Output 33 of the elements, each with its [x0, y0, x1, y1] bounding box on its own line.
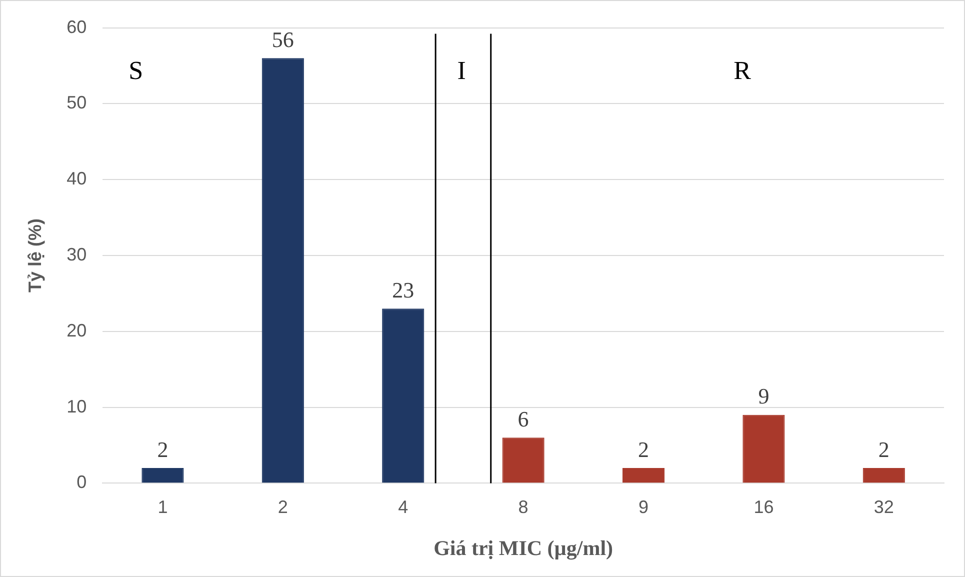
annotation: S	[128, 56, 144, 86]
y-tick-label: 0	[76, 472, 87, 492]
data-label: 9	[758, 384, 770, 409]
y-tick-label: 50	[66, 92, 87, 113]
bar	[742, 414, 785, 483]
data-label: 23	[392, 277, 414, 302]
bar	[382, 308, 424, 483]
annotation: I	[457, 56, 466, 86]
y-axis-title: Tỷ lệ (%)	[24, 218, 45, 293]
annotation: R	[734, 56, 751, 86]
data-label: 2	[157, 436, 168, 462]
x-tick-label: 9	[638, 496, 649, 517]
data-label: 2	[878, 436, 890, 462]
y-tick-label: 10	[66, 396, 87, 416]
x-tick-label: 1	[158, 496, 168, 517]
bar	[262, 58, 304, 483]
bar	[862, 468, 905, 483]
data-label: 2	[638, 436, 650, 462]
data-label: 6	[518, 406, 529, 432]
x-tick-label: 32	[874, 496, 894, 517]
bar	[142, 468, 184, 483]
bar	[502, 438, 544, 483]
y-tick-label: 30	[66, 244, 87, 264]
bar	[622, 468, 665, 483]
x-axis-title: Giá trị MIC (µg/ml)	[434, 536, 614, 560]
x-tick-label: 16	[754, 496, 774, 517]
x-tick-label: 8	[518, 496, 528, 517]
y-tick-label: 40	[66, 168, 87, 189]
data-label: 56	[272, 26, 294, 52]
x-tick-label: 4	[398, 496, 408, 517]
x-tick-label: 2	[278, 496, 288, 517]
y-tick-label: 20	[66, 320, 87, 340]
y-tick-label: 60	[66, 16, 87, 37]
